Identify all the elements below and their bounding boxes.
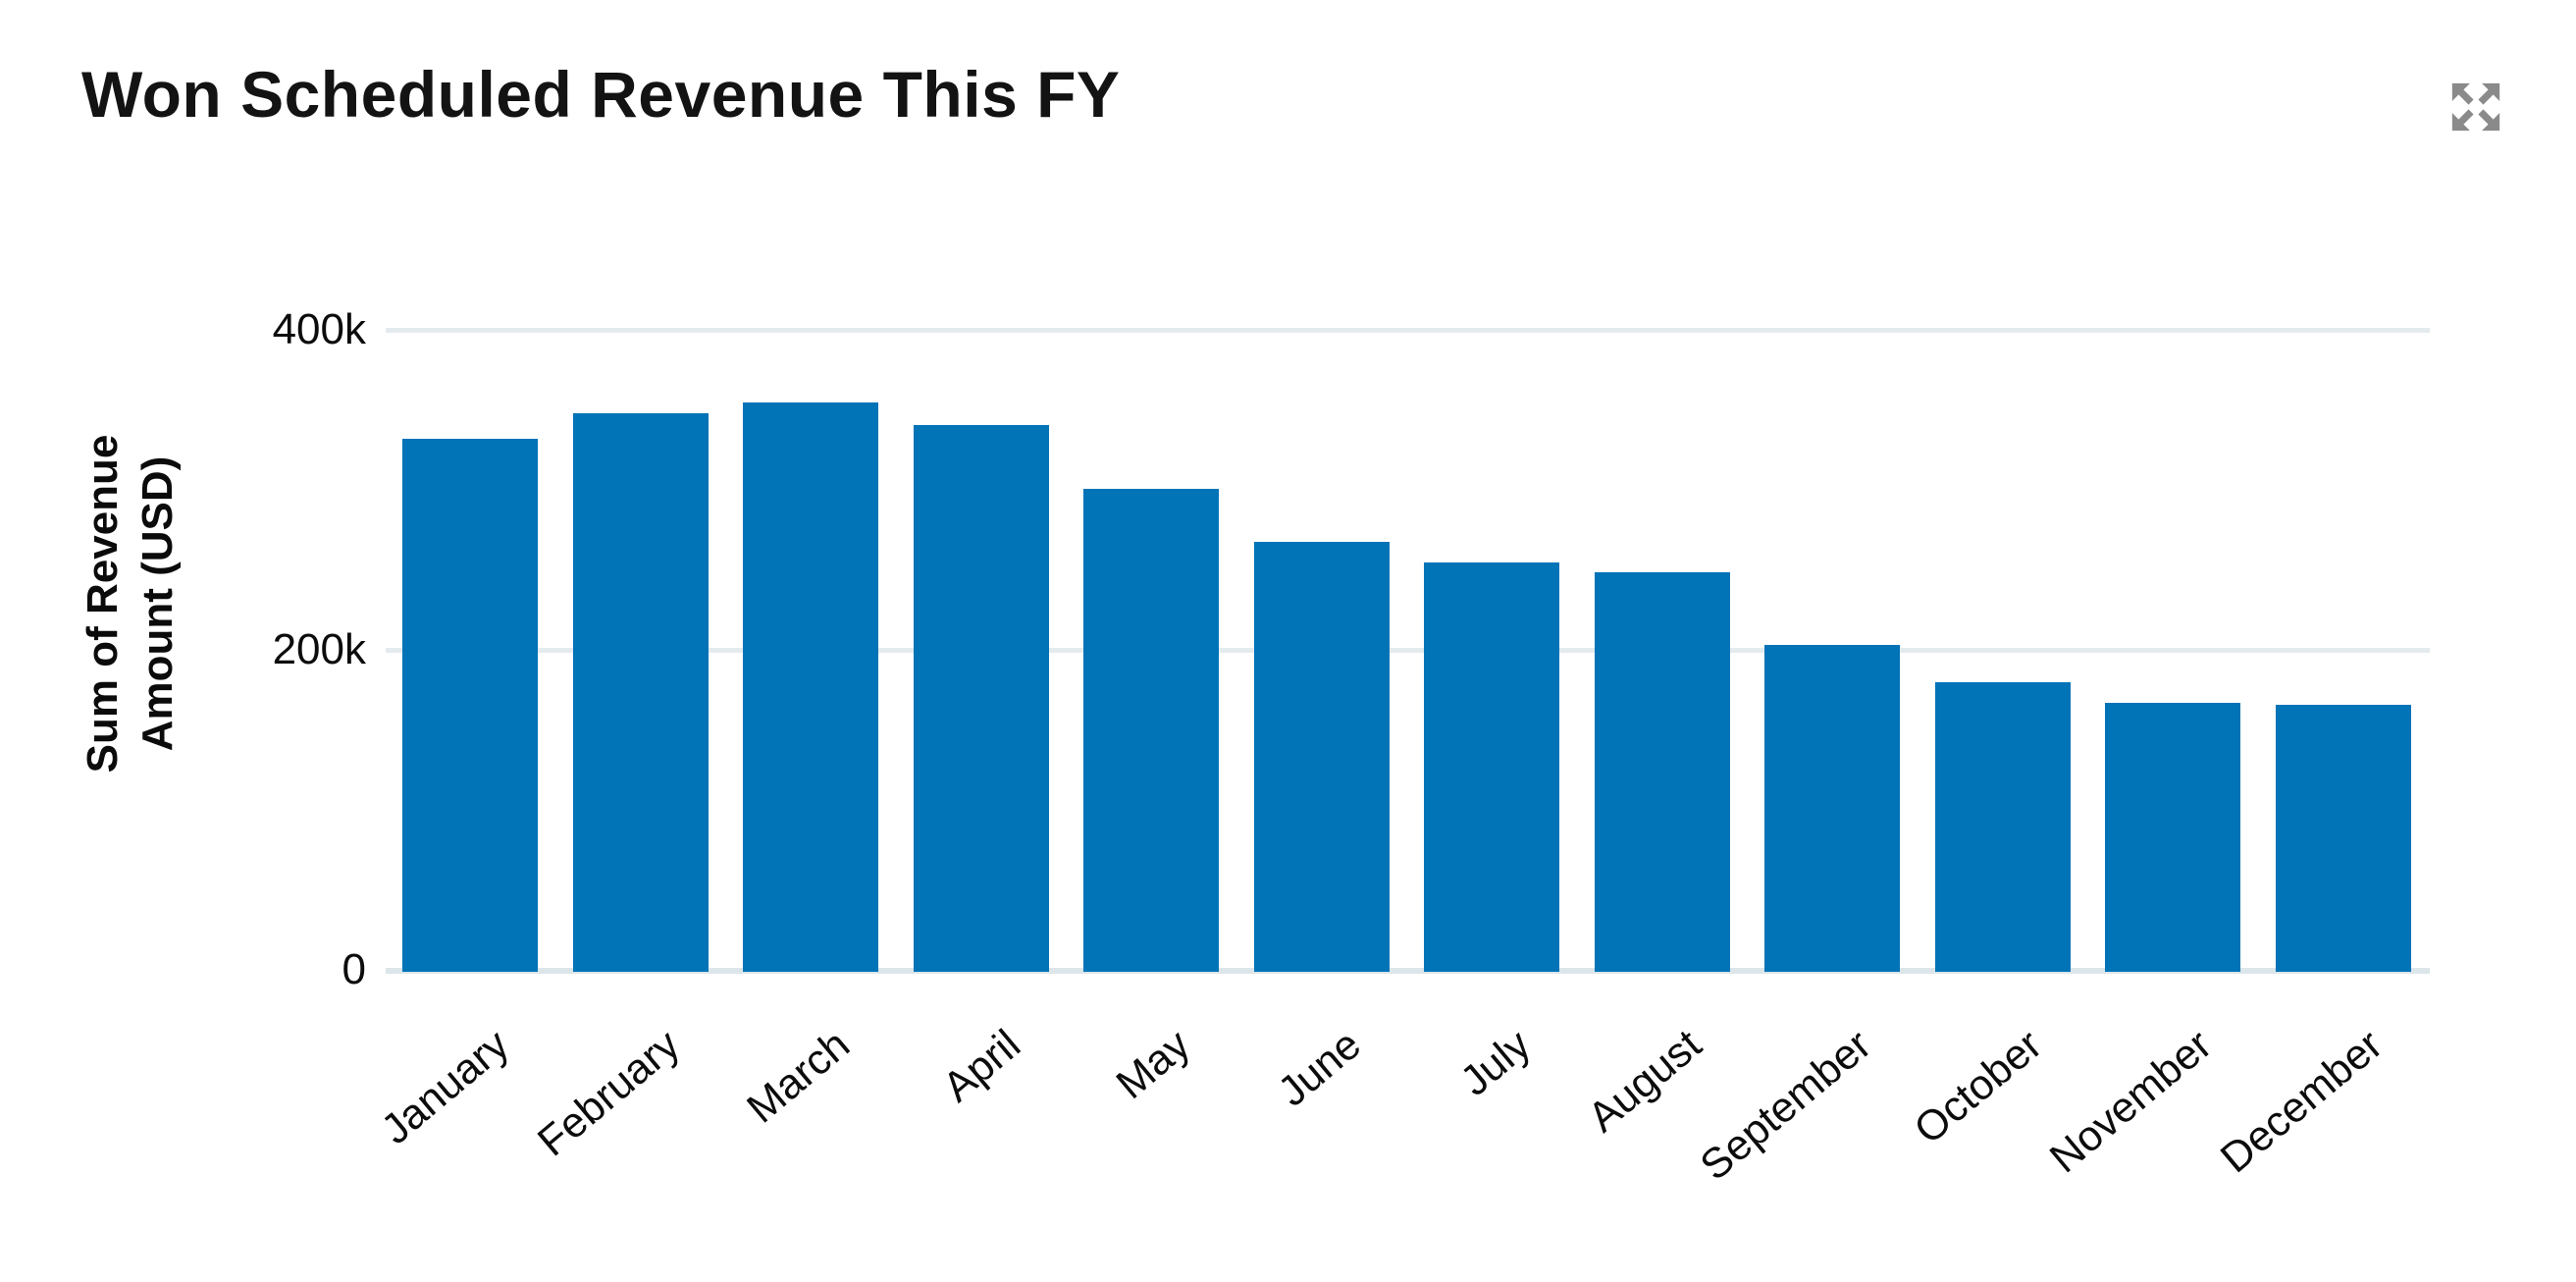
x-tick-label-june: June — [1269, 1021, 1370, 1116]
x-tick-label-november: November — [2041, 1021, 2222, 1183]
bar-december[interactable] — [2275, 704, 2411, 972]
bar-january[interactable] — [402, 439, 538, 972]
bar-september[interactable] — [1764, 645, 1901, 972]
x-tick-label-march: March — [738, 1021, 859, 1133]
y-tick-label: 400k — [272, 305, 366, 353]
x-axis-line — [386, 968, 2430, 974]
x-tick-label-september: September — [1692, 1021, 1881, 1190]
gridline-200k — [386, 648, 2430, 653]
bar-october[interactable] — [1934, 681, 2071, 972]
bar-june[interactable] — [1253, 541, 1390, 972]
y-axis-title-line2: Amount (USD) — [133, 455, 182, 752]
x-tick-label-april: April — [933, 1021, 1029, 1112]
bar-april[interactable] — [913, 424, 1049, 972]
x-tick-label-december: December — [2212, 1021, 2392, 1183]
expand-arrows-icon — [2447, 79, 2504, 135]
y-axis-title: Sum of Revenue Amount (USD) — [76, 435, 185, 774]
y-tick-label: 0 — [342, 945, 366, 993]
x-tick-label-january: January — [372, 1021, 518, 1154]
bar-february[interactable] — [572, 413, 709, 972]
y-tick-label: 200k — [272, 625, 366, 673]
bar-november[interactable] — [2105, 703, 2241, 972]
x-tick-label-february: February — [528, 1021, 689, 1166]
expand-button[interactable] — [2447, 79, 2504, 135]
bar-march[interactable] — [743, 401, 879, 972]
bar-may[interactable] — [1083, 488, 1220, 972]
bar-august[interactable] — [1594, 571, 1730, 972]
x-tick-label-august: August — [1579, 1021, 1710, 1142]
gridline-400k — [386, 328, 2430, 333]
x-tick-label-may: May — [1107, 1021, 1200, 1108]
x-tick-label-october: October — [1905, 1021, 2051, 1154]
bar-july[interactable] — [1424, 561, 1560, 972]
y-axis-title-line1: Sum of Revenue — [79, 434, 128, 774]
x-tick-label-july: July — [1451, 1021, 1541, 1105]
chart-title: Won Scheduled Revenue This FY — [81, 58, 1121, 131]
